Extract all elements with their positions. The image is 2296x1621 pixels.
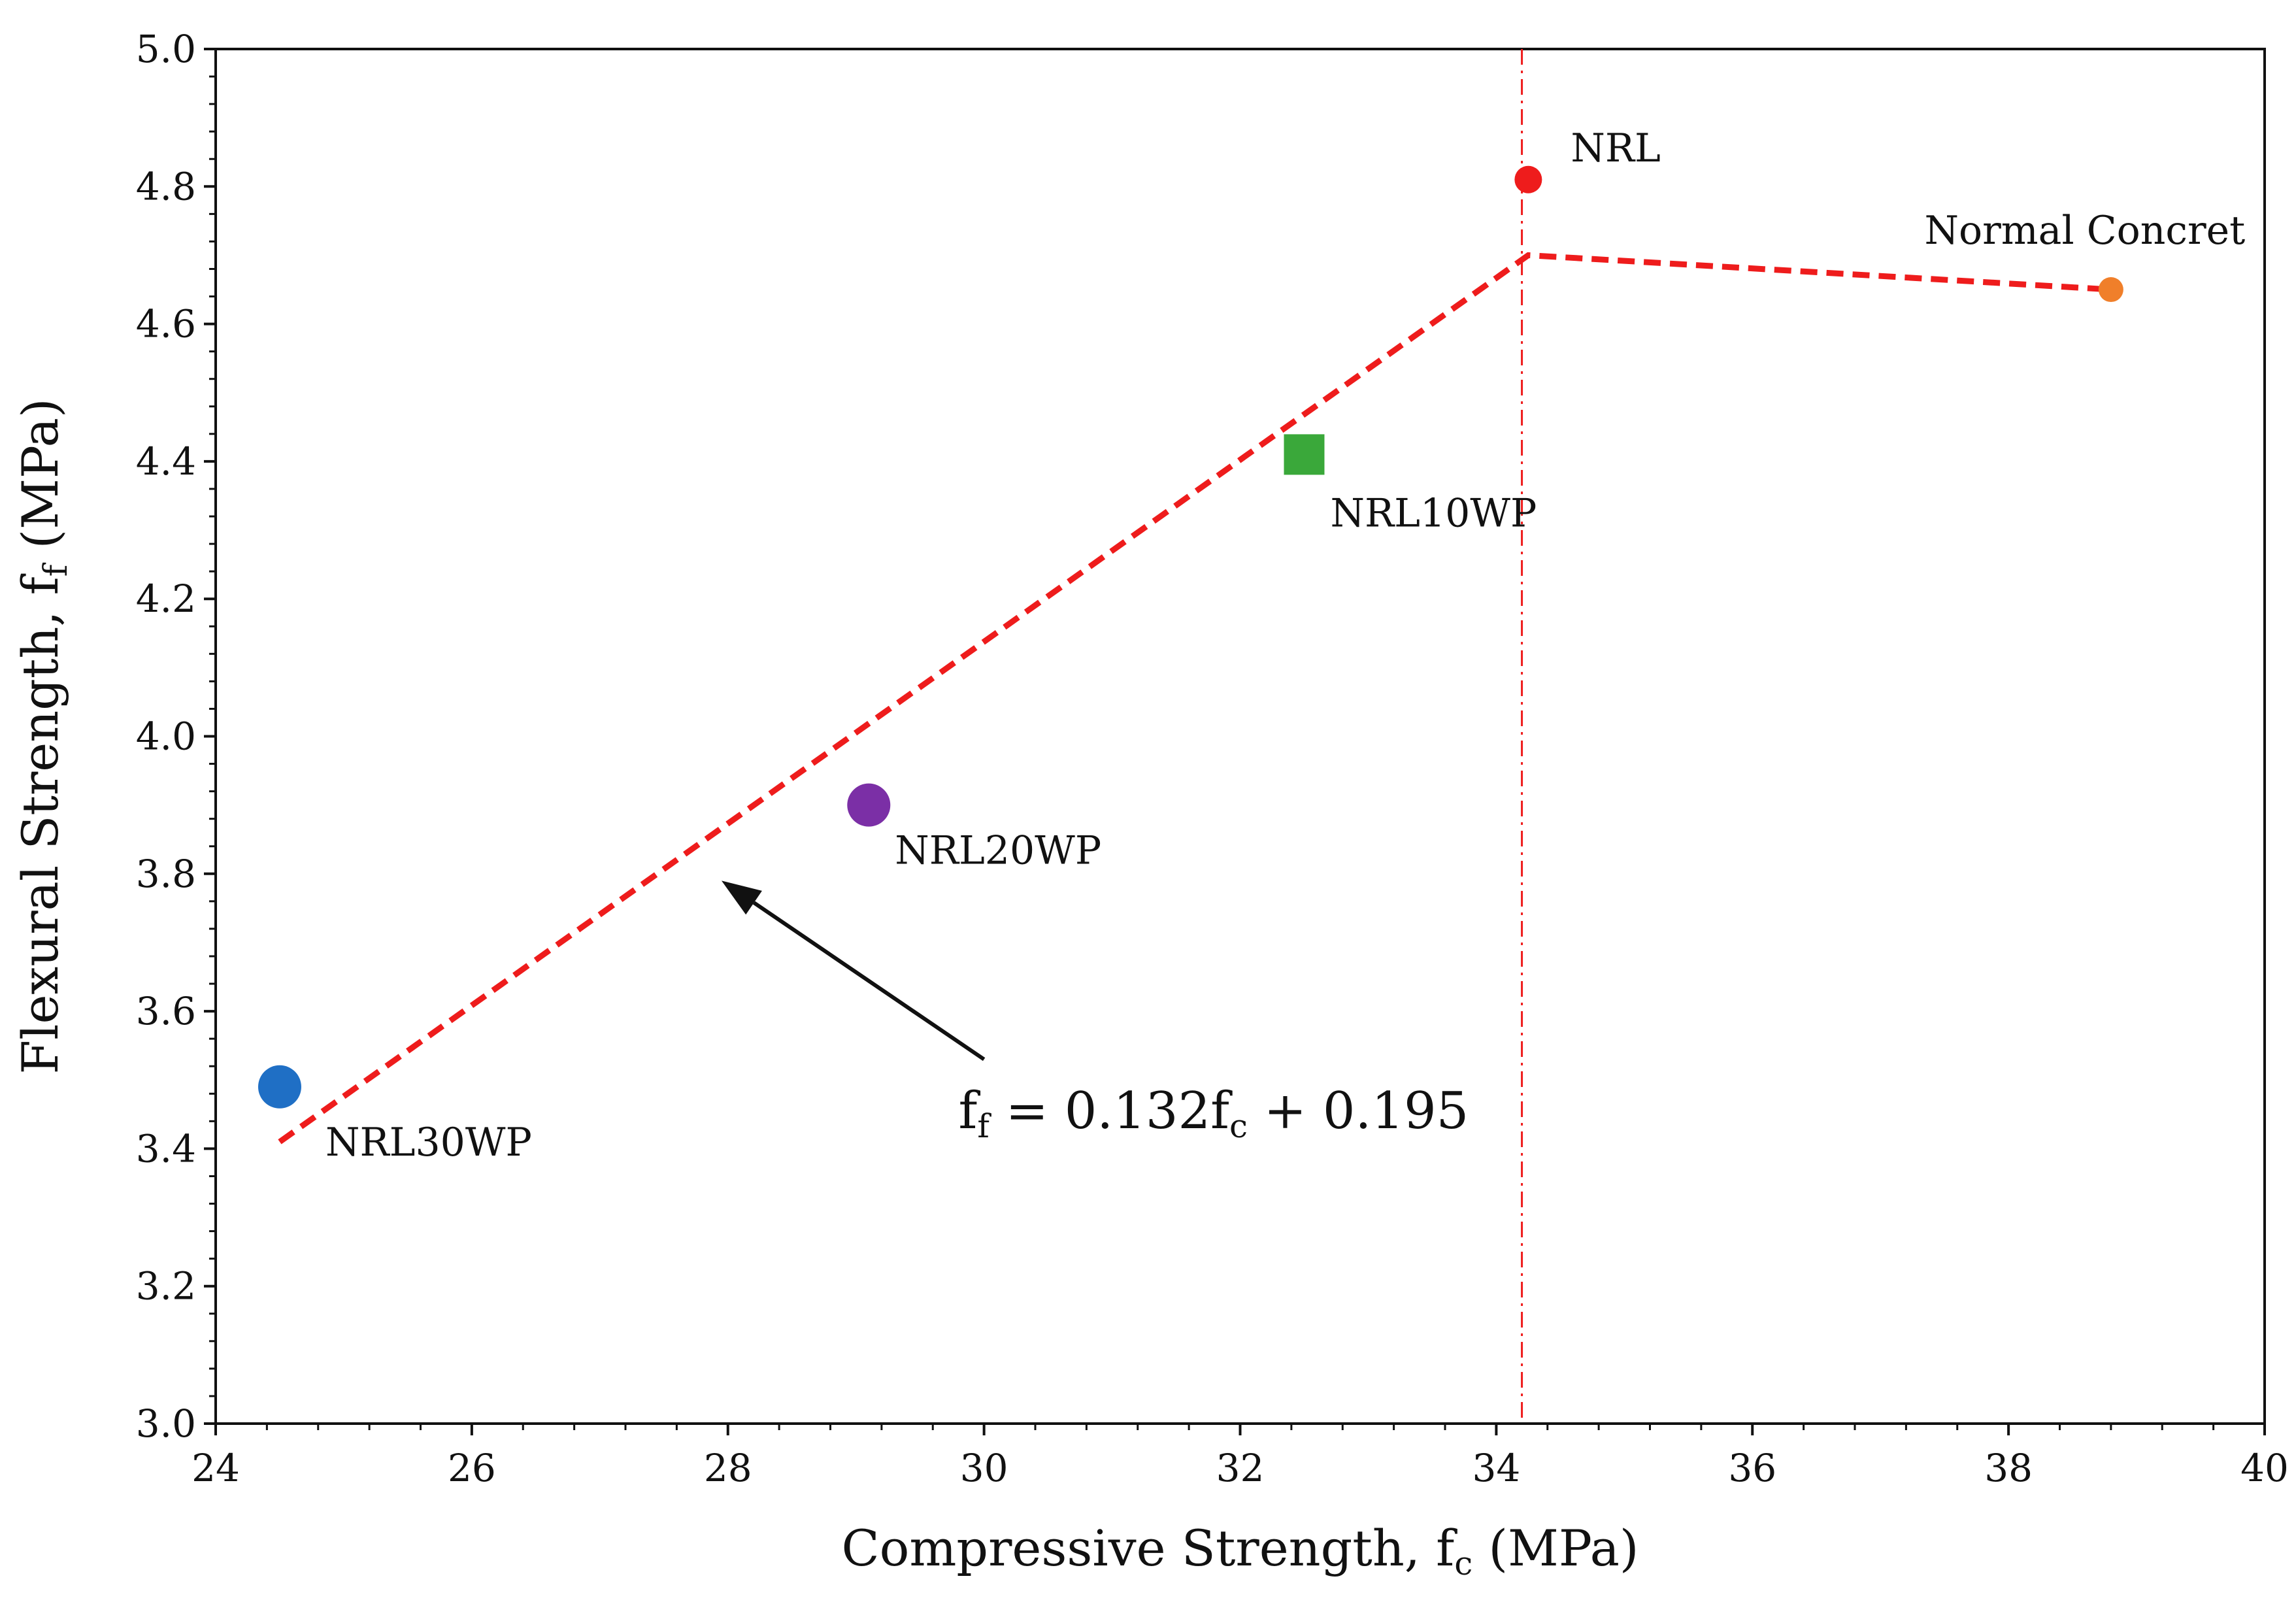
point-label: Normal Concret [1924, 208, 2245, 254]
point-label: NRL30WP [325, 1120, 532, 1165]
x-tick-label: 38 [1984, 1446, 2033, 1490]
point-normal-concret [2098, 277, 2123, 303]
point-nrl30wp [258, 1065, 301, 1109]
point-label: NRL20WP [895, 828, 1101, 874]
lines-layer [278, 49, 2112, 1424]
point-nrl10wp [1284, 434, 1325, 475]
x-tick-label: 32 [1216, 1446, 1265, 1490]
x-tick-label: 36 [1728, 1446, 1776, 1490]
x-tick-label: 26 [448, 1446, 496, 1490]
x-axis-title: Compressive Strength, fc (MPa) [841, 1519, 1639, 1582]
y-tick-label: 3.2 [136, 1264, 196, 1309]
axes-layer: 24 26 28 30 32 34 36 38 40 3.0 3.2 3.4 3.6 3.8 4.0 4.2 4… [136, 27, 2289, 1490]
points-layer: NRL30WP NRL20WP NRL10WP NRL Normal Concret [258, 125, 2245, 1165]
equation-annotation: ff = 0.132fc + 0.195 [958, 1082, 1469, 1145]
text-layer: Compressive Strength, fc (MPa) Flexural … [11, 398, 1639, 1582]
x-tick-label: 24 [191, 1446, 240, 1490]
y-tick-label: 4.8 [136, 164, 196, 209]
plot-frame [214, 48, 2266, 1425]
x-tick-label: 30 [960, 1446, 1008, 1490]
point-label: NRL10WP [1330, 490, 1537, 536]
point-nrl20wp [847, 783, 891, 827]
x-tick-label: 34 [1472, 1446, 1520, 1490]
y-tick-label: 3.6 [136, 989, 196, 1033]
y-tick-label: 3.4 [136, 1126, 196, 1171]
y-tick-label: 4.2 [136, 577, 196, 621]
y-tick-label: 3.8 [136, 852, 196, 896]
point-nrl [1514, 165, 1542, 193]
y-tick-label: 3.0 [136, 1401, 196, 1446]
point-label: NRL [1571, 125, 1661, 171]
x-tick-label: 28 [704, 1446, 752, 1490]
y-tick-label: 4.4 [136, 439, 196, 484]
annotation-arrow-shaft [752, 901, 986, 1061]
annotation-arrow-head [721, 880, 762, 915]
y-tick-label: 4.6 [136, 302, 196, 346]
y-tick-label: 4.0 [136, 714, 196, 759]
y-axis-title: Flexural Strength, ff (MPa) [11, 398, 75, 1074]
x-tick-label: 40 [2240, 1446, 2289, 1490]
trend-line [278, 252, 2112, 1145]
y-tick-label: 5.0 [136, 27, 196, 71]
